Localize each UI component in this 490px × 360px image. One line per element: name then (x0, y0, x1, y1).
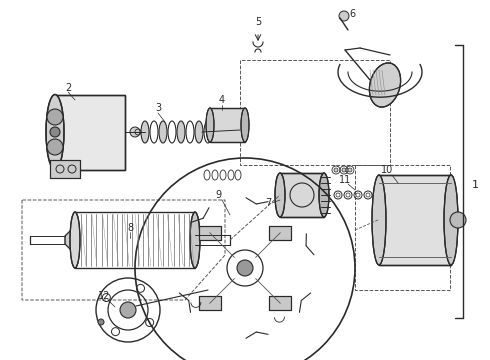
Ellipse shape (46, 95, 64, 170)
Ellipse shape (444, 175, 458, 265)
Bar (198, 296, 220, 310)
Text: 4: 4 (219, 95, 225, 105)
Ellipse shape (369, 63, 401, 107)
Circle shape (120, 302, 136, 318)
Polygon shape (50, 160, 80, 178)
Text: 7: 7 (265, 198, 271, 208)
Text: 5: 5 (255, 17, 261, 27)
Text: 6: 6 (349, 9, 355, 19)
Text: 10: 10 (381, 165, 393, 175)
Text: 12: 12 (98, 291, 110, 301)
Circle shape (47, 139, 63, 155)
Ellipse shape (190, 212, 200, 268)
Bar (280, 173, 324, 217)
Bar (198, 296, 220, 310)
Text: 1: 1 (471, 180, 479, 190)
Circle shape (342, 168, 346, 172)
Polygon shape (65, 226, 75, 254)
Text: 2: 2 (65, 83, 71, 93)
Ellipse shape (141, 121, 149, 143)
Bar (270, 226, 292, 240)
Ellipse shape (372, 175, 386, 265)
Bar (198, 226, 220, 240)
Bar (55, 95, 125, 170)
Ellipse shape (70, 212, 80, 268)
Circle shape (339, 11, 349, 21)
Text: 3: 3 (155, 103, 161, 113)
Bar (55, 95, 125, 170)
Bar (280, 173, 324, 217)
Circle shape (237, 260, 253, 276)
Circle shape (47, 109, 63, 125)
Text: 8: 8 (127, 223, 133, 233)
Bar (210, 108, 245, 142)
Circle shape (98, 319, 104, 325)
Bar (270, 226, 292, 240)
Bar (379, 175, 451, 265)
Ellipse shape (241, 108, 249, 142)
Circle shape (334, 168, 338, 172)
Bar (379, 175, 451, 265)
Ellipse shape (275, 173, 285, 217)
Bar (198, 226, 220, 240)
Ellipse shape (195, 121, 203, 143)
Ellipse shape (206, 108, 214, 142)
Ellipse shape (319, 173, 329, 217)
Ellipse shape (177, 121, 185, 143)
Circle shape (450, 212, 466, 228)
Bar (210, 108, 245, 142)
Ellipse shape (159, 121, 167, 143)
Bar (270, 296, 292, 310)
Circle shape (130, 127, 140, 137)
Circle shape (348, 168, 352, 172)
Text: 11: 11 (339, 175, 351, 185)
Circle shape (50, 127, 60, 137)
Text: 9: 9 (215, 190, 221, 200)
Bar (270, 296, 292, 310)
